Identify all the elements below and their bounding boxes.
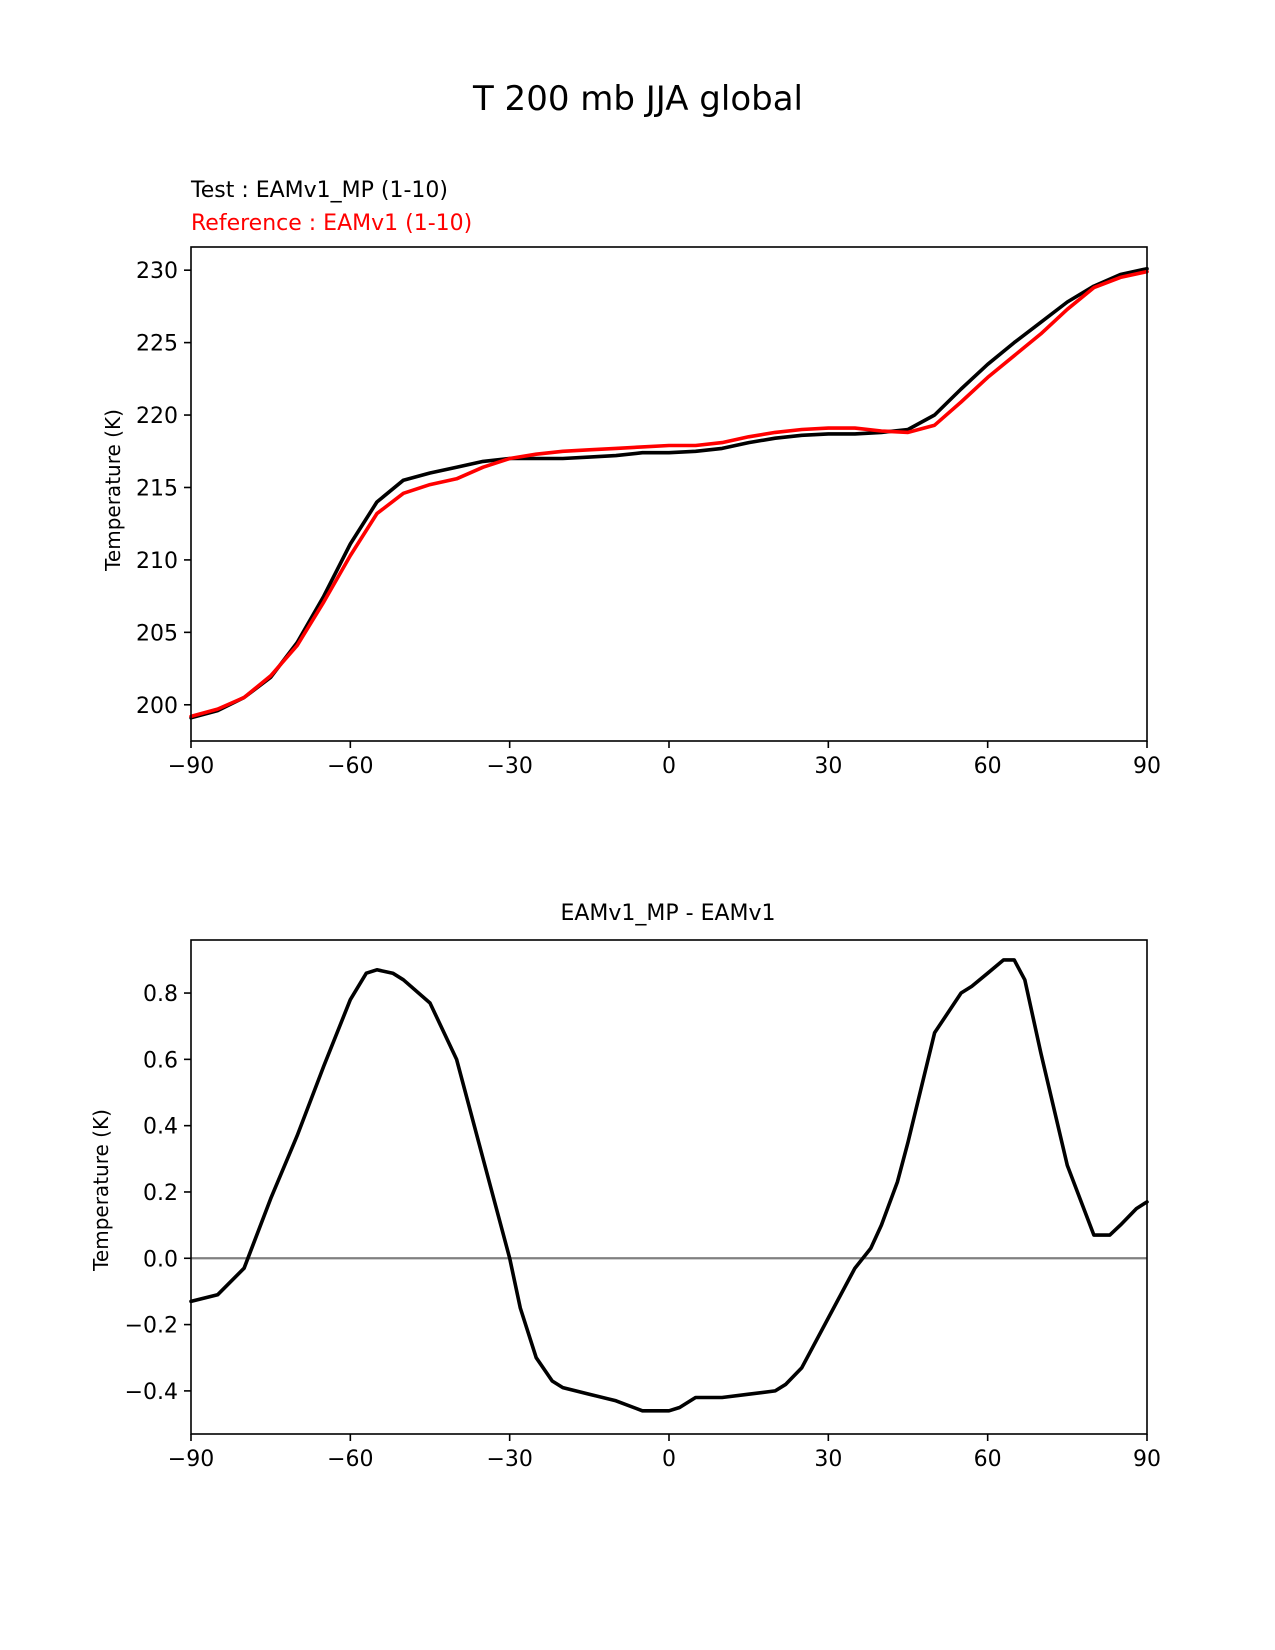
bottom-plot-area [189,958,1149,1413]
bottom-series-eamv1-mp-eamv1-line [189,958,1149,1413]
bottom-y-tick-label: 0.6 [143,1048,178,1073]
top-x-tick-label: 60 [974,754,1002,779]
bottom-y-tick-label: 0.4 [143,1115,178,1140]
bottom-axes: −90 −60 −30 0 30 60 90 −0.4 −0.2 0.0 0.2 0.4 0.6 0.8 [125,939,1161,1472]
top-plot-area [189,266,1149,720]
bottom-y-tick-label: 0.2 [143,1181,178,1206]
top-y-tick-label: 215 [136,476,178,501]
bottom-y-tick-label: 0.0 [143,1247,178,1272]
top-x-tick-label: −90 [168,754,214,779]
top-axes: −90 −60 −30 0 30 60 90 200 205 210 215 220 225 230 [136,246,1161,779]
bottom-x-tick-label: 0 [662,1447,676,1472]
top-series-reference-line [189,269,1149,719]
bottom-y-tick-label: 0.8 [143,982,178,1007]
bottom-panel: EAMv1_MP - EAMv1 −90 −60 −30 0 30 60 90 −0.4 −0.… [89,901,1161,1472]
top-y-tick-label: 200 [136,694,178,719]
top-x-tick-label: 0 [662,754,676,779]
bottom-panel-title: EAMv1_MP - EAMv1 [560,901,775,926]
top-series-test-line [189,266,1149,720]
top-y-tick-label: 225 [136,332,178,357]
figure-title: T 200 mb JJA global [472,79,803,119]
bottom-x-tick-label: −30 [486,1447,532,1472]
top-x-tick-label: 30 [814,754,842,779]
test-label: Test : EAMv1_MP (1-10) [190,178,448,203]
bottom-x-tick-label: −90 [168,1447,214,1472]
top-y-axis-label: Temperature (K) [101,409,125,572]
bottom-y-tick-label: −0.2 [125,1314,178,1339]
top-y-tick-label: 205 [136,621,178,646]
top-panel: Test : EAMv1_MP (1-10) Reference : EAMv1… [101,178,1161,779]
bottom-x-tick-label: 60 [974,1447,1002,1472]
bottom-x-tick-label: −60 [327,1447,373,1472]
top-y-tick-label: 210 [136,549,178,574]
bottom-x-tick-label: 90 [1133,1447,1161,1472]
bottom-y-tick-label: −0.4 [125,1380,178,1405]
top-x-tick-label: −60 [327,754,373,779]
top-x-tick-label: −30 [486,754,532,779]
top-x-tick-label: 90 [1133,754,1161,779]
reference-label: Reference : EAMv1 (1-10) [191,211,472,236]
bottom-x-tick-label: 30 [814,1447,842,1472]
top-y-tick-label: 220 [136,404,178,429]
top-y-tick-label: 230 [136,259,178,284]
bottom-y-axis-label: Temperature (K) [89,1109,113,1272]
